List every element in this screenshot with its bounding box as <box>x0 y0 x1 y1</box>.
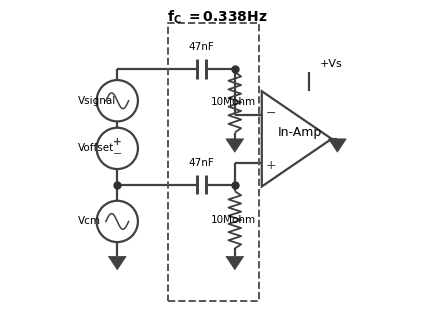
Text: −: − <box>112 149 122 159</box>
Text: Vsignal: Vsignal <box>78 96 116 106</box>
Polygon shape <box>329 139 346 152</box>
Text: +: + <box>113 137 122 147</box>
Polygon shape <box>226 256 244 270</box>
Text: +: + <box>265 159 276 172</box>
Polygon shape <box>226 139 244 152</box>
Text: 10Mohm: 10Mohm <box>211 215 256 225</box>
Text: $\bf{f_C}$ $\bf{= 0.338Hz}$: $\bf{f_C}$ $\bf{= 0.338Hz}$ <box>167 9 268 26</box>
Text: In-Amp: In-Amp <box>278 126 322 139</box>
Text: −: − <box>265 107 276 120</box>
Text: Voffset: Voffset <box>78 143 114 153</box>
Text: 47nF: 47nF <box>189 159 214 168</box>
Text: 47nF: 47nF <box>189 42 214 52</box>
Polygon shape <box>108 256 126 270</box>
Text: +Vs: +Vs <box>320 59 343 69</box>
Text: 10Mohm: 10Mohm <box>211 97 256 107</box>
Text: Vcm: Vcm <box>78 216 101 226</box>
